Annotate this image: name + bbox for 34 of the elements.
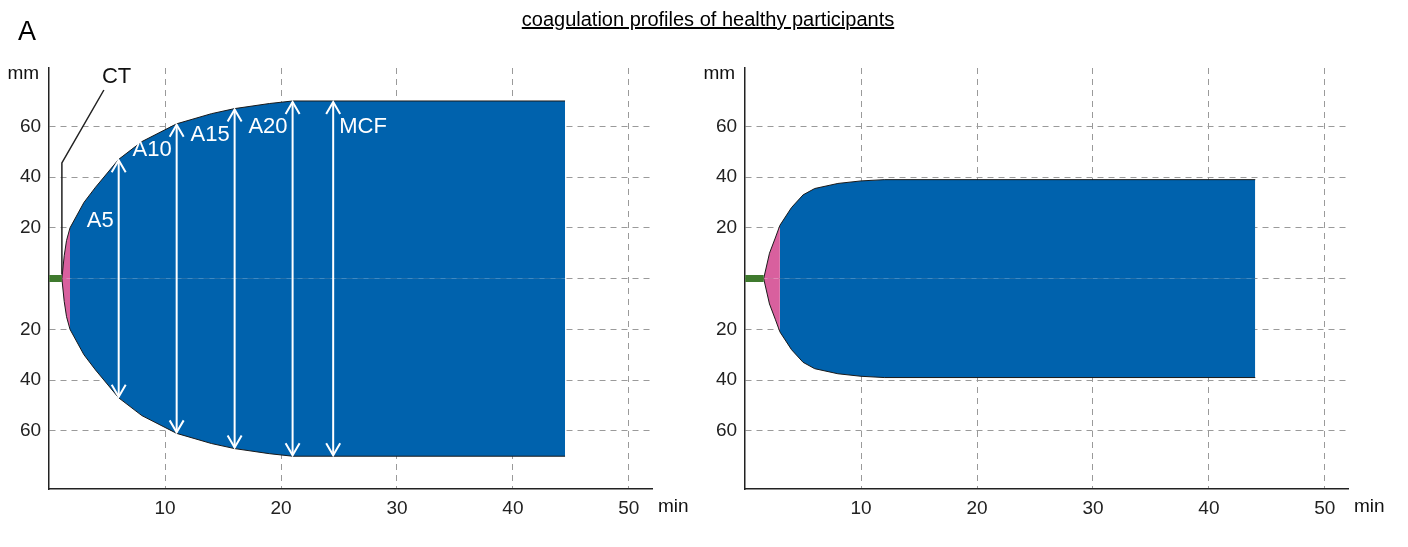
y-tick-label: 40	[715, 368, 738, 390]
y-tick-label: 40	[19, 165, 42, 187]
y-tick-label: 40	[19, 368, 42, 390]
y-tick-label: 60	[715, 419, 738, 441]
x-axis-title: min	[658, 494, 689, 516]
y-tick-label: 60	[19, 419, 42, 441]
annotation: MCF	[339, 113, 387, 139]
x-tick-label: 30	[1082, 496, 1104, 518]
y-tick-label: 60	[19, 114, 42, 136]
annotation: A5	[86, 207, 114, 233]
y-tick-label: 20	[19, 317, 42, 339]
x-axis-title: min	[1354, 494, 1385, 516]
y-tick-label: 20	[715, 216, 738, 238]
text: coagulation profiles of healthy participants	[521, 8, 895, 30]
x-tick-label: 20	[966, 496, 988, 518]
x-tick-label: 40	[502, 496, 524, 518]
annotation: A10	[132, 135, 172, 161]
x-tick-label: 40	[1198, 496, 1220, 518]
y-tick-label: 20	[19, 216, 42, 238]
x-tick-label: 10	[850, 496, 872, 518]
x-tick-label: 10	[154, 496, 176, 518]
annotation: A20	[248, 113, 288, 139]
annotation: CT	[101, 63, 132, 89]
x-tick-label: 50	[1314, 496, 1336, 518]
x-tick-label: 50	[618, 496, 640, 518]
annotation: A15	[190, 120, 230, 146]
y-axis-title: mm	[703, 61, 736, 83]
x-tick-label: 20	[270, 496, 292, 518]
y-axis-title: mm	[7, 61, 40, 83]
x-tick-label: 30	[386, 496, 408, 518]
y-tick-label: 20	[715, 317, 738, 339]
y-tick-label: 40	[715, 165, 738, 187]
text: A	[18, 16, 37, 47]
y-tick-label: 60	[715, 114, 738, 136]
